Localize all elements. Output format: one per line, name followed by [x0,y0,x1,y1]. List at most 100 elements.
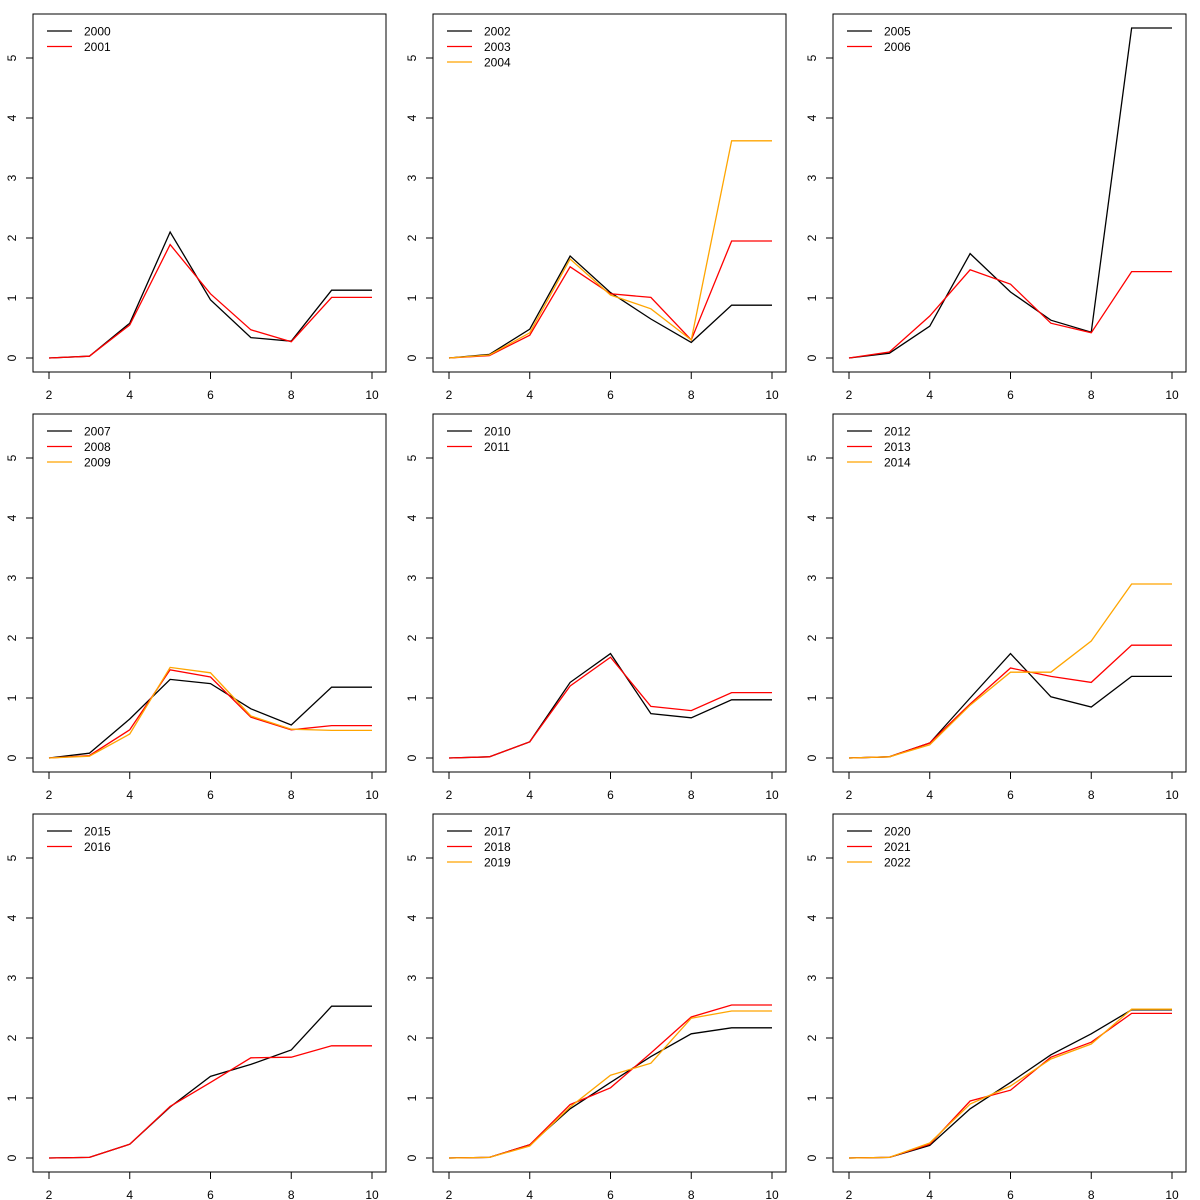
x-tick-label: 10 [1165,788,1179,800]
x-tick-label: 10 [765,788,779,800]
x-tick-label: 2 [46,1188,53,1200]
series-line-2007 [48,678,372,759]
x-tick-label: 6 [607,1188,614,1200]
y-tick-label: 3 [405,574,419,581]
x-tick-label: 4 [926,788,933,800]
legend-label: 2002 [484,25,511,39]
y-tick-label: 1 [5,294,19,301]
series-line-2022 [848,1008,1172,1159]
y-tick-label: 3 [405,174,419,181]
plot-frame [432,13,787,373]
y-tick-label: 0 [5,354,19,361]
series-line-2013 [848,644,1172,759]
series-line-2018 [448,1004,772,1159]
series-line-2016 [48,1045,372,1159]
legend-label: 2015 [84,825,111,839]
chart-panel-8: 2 4 6 8 10 0 1 2 3 4 5 2017 2018 2019 [400,800,800,1200]
y-tick-label: 4 [405,114,419,121]
y-tick-label: 2 [805,1034,819,1041]
legend-label: 2021 [884,840,911,854]
y-tick-label: 5 [405,854,419,861]
y-tick-label: 5 [805,54,819,61]
legend-label: 2003 [484,40,511,54]
series-line-2017 [448,1027,772,1159]
series-line-2003 [448,240,772,359]
series-line-2008 [48,669,372,759]
y-tick-label: 4 [805,114,819,121]
x-tick-label: 2 [446,788,453,800]
chart-panel-1: 2 4 6 8 10 0 1 2 3 4 5 2000 2001 [0,0,400,400]
y-tick-label: 1 [5,1094,19,1101]
x-tick-label: 6 [1007,1188,1014,1200]
plot-frame [32,813,387,1173]
x-tick-label: 8 [288,788,295,800]
y-tick-label: 0 [405,354,419,361]
y-tick-label: 2 [5,1034,19,1041]
y-tick-label: 2 [805,634,819,641]
x-tick-label: 4 [526,388,533,400]
y-tick-label: 4 [805,514,819,521]
y-tick-label: 2 [405,1034,419,1041]
y-tick-label: 0 [405,1154,419,1161]
x-tick-label: 10 [365,788,379,800]
chart-panel-9: 2 4 6 8 10 0 1 2 3 4 5 2020 2021 2022 [800,800,1200,1200]
y-tick-label: 2 [5,634,19,641]
y-tick-label: 4 [5,914,19,921]
y-tick-label: 5 [5,454,19,461]
legend-label: 2000 [84,25,111,39]
chart-panel-2: 2 4 6 8 10 0 1 2 3 4 5 2002 2003 2004 [400,0,800,400]
legend-label: 2016 [84,840,111,854]
plot-frame [32,13,387,373]
series-line-2004 [448,140,772,359]
y-tick-label: 3 [5,974,19,981]
plot-frame [832,413,1187,773]
legend-label: 2010 [484,425,511,439]
series-line-2014 [848,583,1172,759]
plot-frame [432,813,787,1173]
y-tick-label: 5 [5,854,19,861]
legend-label: 2019 [484,856,511,870]
x-tick-label: 6 [207,788,214,800]
chart-panel-4: 2 4 6 8 10 0 1 2 3 4 5 2007 2008 2009 [0,400,400,800]
plot-frame [32,413,387,773]
x-tick-label: 2 [46,388,53,400]
y-tick-label: 1 [5,694,19,701]
y-tick-label: 0 [805,754,819,761]
y-tick-label: 5 [805,454,819,461]
x-tick-label: 2 [846,388,853,400]
x-tick-label: 2 [46,788,53,800]
chart-panel-7: 2 4 6 8 10 0 1 2 3 4 5 2015 2016 [0,800,400,1200]
x-tick-label: 8 [288,388,295,400]
y-tick-label: 5 [5,54,19,61]
series-line-2012 [848,652,1172,759]
y-tick-label: 1 [805,294,819,301]
y-tick-label: 3 [805,974,819,981]
x-tick-label: 4 [126,788,133,800]
y-tick-label: 3 [805,174,819,181]
x-tick-label: 4 [526,788,533,800]
legend-label: 2009 [84,456,111,470]
x-tick-label: 10 [365,1188,379,1200]
legend-label: 2004 [484,56,511,70]
series-line-2002 [448,254,772,359]
y-tick-label: 5 [405,454,419,461]
y-tick-label: 3 [5,174,19,181]
y-tick-label: 4 [5,514,19,521]
y-tick-label: 3 [805,574,819,581]
x-tick-label: 4 [526,1188,533,1200]
series-line-2000 [48,230,372,359]
x-tick-label: 8 [688,788,695,800]
legend-label: 2017 [484,825,511,839]
plot-frame [832,13,1187,373]
legend-label: 2013 [884,440,911,454]
y-tick-label: 0 [5,1154,19,1161]
legend-label: 2001 [84,40,111,54]
x-tick-label: 6 [207,388,214,400]
